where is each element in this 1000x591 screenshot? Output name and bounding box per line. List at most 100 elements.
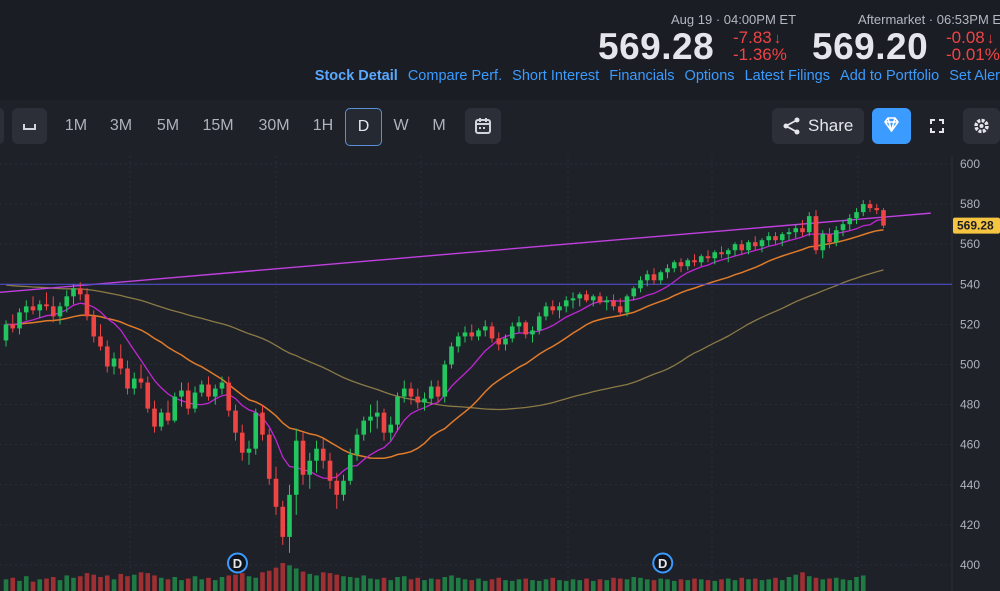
candle[interactable]	[172, 396, 178, 421]
candle[interactable]	[597, 296, 603, 303]
candle[interactable]	[374, 412, 380, 417]
candle[interactable]	[631, 288, 637, 297]
candle[interactable]	[543, 306, 549, 317]
candle[interactable]	[638, 280, 643, 289]
candle[interactable]	[226, 382, 232, 411]
candle[interactable]	[557, 306, 562, 311]
candle[interactable]	[509, 326, 515, 339]
interval-1h[interactable]: 1H	[312, 117, 334, 134]
candle[interactable]	[368, 416, 373, 421]
candle[interactable]	[550, 306, 556, 311]
premium-button[interactable]	[872, 108, 911, 144]
candle[interactable]	[523, 322, 529, 335]
candle[interactable]	[563, 300, 569, 307]
candle[interactable]	[293, 440, 299, 495]
candle[interactable]	[766, 236, 772, 241]
candle[interactable]	[725, 250, 731, 255]
candle[interactable]	[179, 390, 184, 397]
candle[interactable]	[246, 448, 252, 453]
candle[interactable]	[530, 330, 535, 335]
candle[interactable]	[428, 386, 434, 399]
candle[interactable]	[867, 204, 873, 209]
candle[interactable]	[361, 420, 367, 435]
price-chart[interactable]: 600580560540520500480460440420400569.28 …	[0, 156, 1000, 591]
candle[interactable]	[604, 300, 610, 303]
candle[interactable]	[435, 386, 441, 397]
candle[interactable]	[381, 412, 387, 433]
candle[interactable]	[118, 358, 124, 369]
candle[interactable]	[752, 242, 758, 247]
candle[interactable]	[57, 306, 63, 317]
candle[interactable]	[732, 244, 738, 251]
candle[interactable]	[145, 382, 151, 409]
candle[interactable]	[422, 398, 427, 403]
candle[interactable]	[23, 306, 29, 313]
candle[interactable]	[786, 232, 792, 235]
candle[interactable]	[30, 306, 36, 311]
candle[interactable]	[833, 230, 839, 243]
candle[interactable]	[104, 346, 110, 367]
candle[interactable]	[570, 298, 576, 301]
candle[interactable]	[820, 234, 826, 251]
candle[interactable]	[239, 432, 245, 453]
candle[interactable]	[665, 268, 670, 273]
candle[interactable]	[3, 324, 9, 341]
candle[interactable]	[881, 210, 886, 226]
candle[interactable]	[577, 294, 583, 299]
candle[interactable]	[854, 212, 859, 219]
candle[interactable]	[152, 408, 157, 427]
candle[interactable]	[354, 434, 360, 455]
candle[interactable]	[165, 412, 171, 421]
share-button[interactable]: Share	[772, 108, 864, 144]
candle[interactable]	[77, 288, 83, 295]
candle[interactable]	[482, 326, 488, 331]
candle[interactable]	[813, 216, 819, 251]
candle-style-button[interactable]	[12, 108, 47, 144]
candle[interactable]	[320, 448, 326, 461]
candle[interactable]	[476, 330, 481, 337]
nav-financials[interactable]: Financials	[609, 68, 675, 84]
candle[interactable]	[280, 506, 286, 537]
candle[interactable]	[347, 454, 353, 481]
candle[interactable]	[536, 316, 542, 331]
candle[interactable]	[489, 326, 495, 339]
candle[interactable]	[705, 256, 711, 259]
candle[interactable]	[773, 236, 778, 241]
candle[interactable]	[300, 440, 306, 475]
dividend-marker[interactable]	[227, 552, 248, 574]
candle[interactable]	[44, 304, 49, 307]
candle[interactable]	[84, 294, 90, 317]
candle[interactable]	[71, 288, 76, 297]
candle[interactable]	[827, 234, 832, 243]
candle[interactable]	[307, 460, 313, 475]
candle[interactable]	[469, 332, 475, 337]
candle[interactable]	[719, 252, 724, 255]
candle[interactable]	[644, 274, 650, 281]
interval-3m[interactable]: 3M	[109, 117, 133, 134]
candle[interactable]	[138, 378, 144, 383]
candle[interactable]	[287, 494, 292, 537]
candle[interactable]	[327, 460, 333, 481]
nav-stock-detail[interactable]: Stock Detail	[314, 68, 398, 84]
candle[interactable]	[98, 336, 103, 347]
candle[interactable]	[611, 300, 616, 307]
candle[interactable]	[341, 480, 346, 495]
candle[interactable]	[334, 480, 340, 495]
candle[interactable]	[692, 260, 697, 263]
candle[interactable]	[260, 412, 265, 435]
candle[interactable]	[739, 244, 745, 251]
candle[interactable]	[698, 256, 704, 263]
candle[interactable]	[212, 388, 218, 397]
interval-15m[interactable]: 15M	[202, 117, 234, 134]
candle[interactable]	[516, 322, 522, 327]
nav-compare-perf[interactable]: Compare Perf.	[407, 68, 503, 84]
candle[interactable]	[806, 216, 812, 233]
candle[interactable]	[219, 382, 225, 389]
candle[interactable]	[37, 304, 43, 311]
candle[interactable]	[17, 312, 22, 329]
candle[interactable]	[111, 358, 117, 367]
candle[interactable]	[746, 242, 751, 251]
candle[interactable]	[273, 478, 279, 507]
candle[interactable]	[678, 262, 684, 267]
candle[interactable]	[496, 338, 502, 345]
